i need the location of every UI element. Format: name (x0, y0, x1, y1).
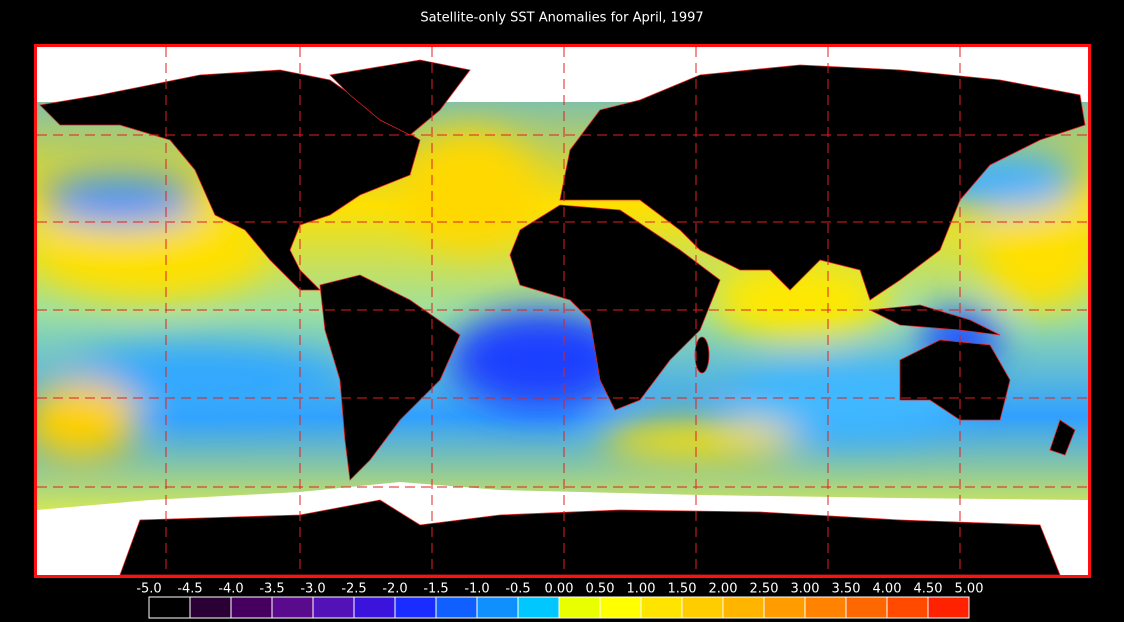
colorbar-cell (312, 596, 355, 619)
colorbar-label: 0.50 (586, 582, 615, 597)
colorbar-label: -1.5 (423, 582, 448, 597)
map (37, 47, 1088, 575)
australia (899, 339, 1011, 421)
colorbar-cell (599, 596, 642, 619)
colorbar-cell (763, 596, 806, 619)
colorbar-label: 5.00 (955, 582, 984, 597)
colorbar-label: -4.0 (218, 582, 243, 597)
colorbar-cell (681, 596, 724, 619)
greenland (329, 59, 471, 136)
colorbar-label: 1.50 (668, 582, 697, 597)
colorbar-cell (394, 596, 437, 619)
colorbar-label: 4.50 (914, 582, 943, 597)
colorbar-label: 3.50 (832, 582, 861, 597)
colorbar-label: -5.0 (136, 582, 161, 597)
colorbar-label: 4.00 (873, 582, 902, 597)
graticule (37, 47, 1088, 575)
indonesia (868, 304, 1001, 336)
colorbar-label: -1.0 (464, 582, 489, 597)
colorbar-cell (230, 596, 273, 619)
africa (509, 204, 721, 411)
colorbar-cell (189, 596, 232, 619)
colorbar-cell (804, 596, 847, 619)
colorbar-cell (927, 596, 970, 619)
south-america (319, 274, 461, 481)
colorbar-cell (845, 596, 888, 619)
colorbar-label: -3.0 (300, 582, 325, 597)
new-zealand (1049, 419, 1076, 456)
colorbar-cell (476, 596, 519, 619)
map-title: Satellite-only SST Anomalies for April, … (420, 11, 703, 26)
colorbar: -5.0 -4.5 -4.0 -3.5 -3.0 -2.5 -2.0 -1.5 -1.0 -0.5… (136, 582, 983, 619)
colorbar-label: -3.5 (259, 582, 284, 597)
colorbar-cell (517, 596, 560, 619)
colorbar-label: 0.00 (545, 582, 574, 597)
map-frame (34, 44, 1091, 578)
colorbar-cell (886, 596, 929, 619)
colorbar-label: -4.5 (177, 582, 202, 597)
madagascar (694, 336, 710, 374)
colorbar-cell (722, 596, 765, 619)
colorbar-cell (353, 596, 396, 619)
colorbar-cell (271, 596, 314, 619)
north-america (39, 69, 421, 291)
colorbar-label: -2.5 (341, 582, 366, 597)
colorbar-cell (640, 596, 683, 619)
antarctica (119, 499, 1061, 575)
colorbar-label: 2.00 (709, 582, 738, 597)
colorbar-cell (558, 596, 601, 619)
colorbar-label: -0.5 (505, 582, 530, 597)
colorbar-label: 2.50 (750, 582, 779, 597)
eurasia (559, 64, 1086, 301)
colorbar-label: 1.00 (627, 582, 656, 597)
colorbar-cell (148, 596, 191, 619)
colorbar-cell (435, 596, 478, 619)
colorbar-label: 3.00 (791, 582, 820, 597)
colorbar-label: -2.0 (382, 582, 407, 597)
